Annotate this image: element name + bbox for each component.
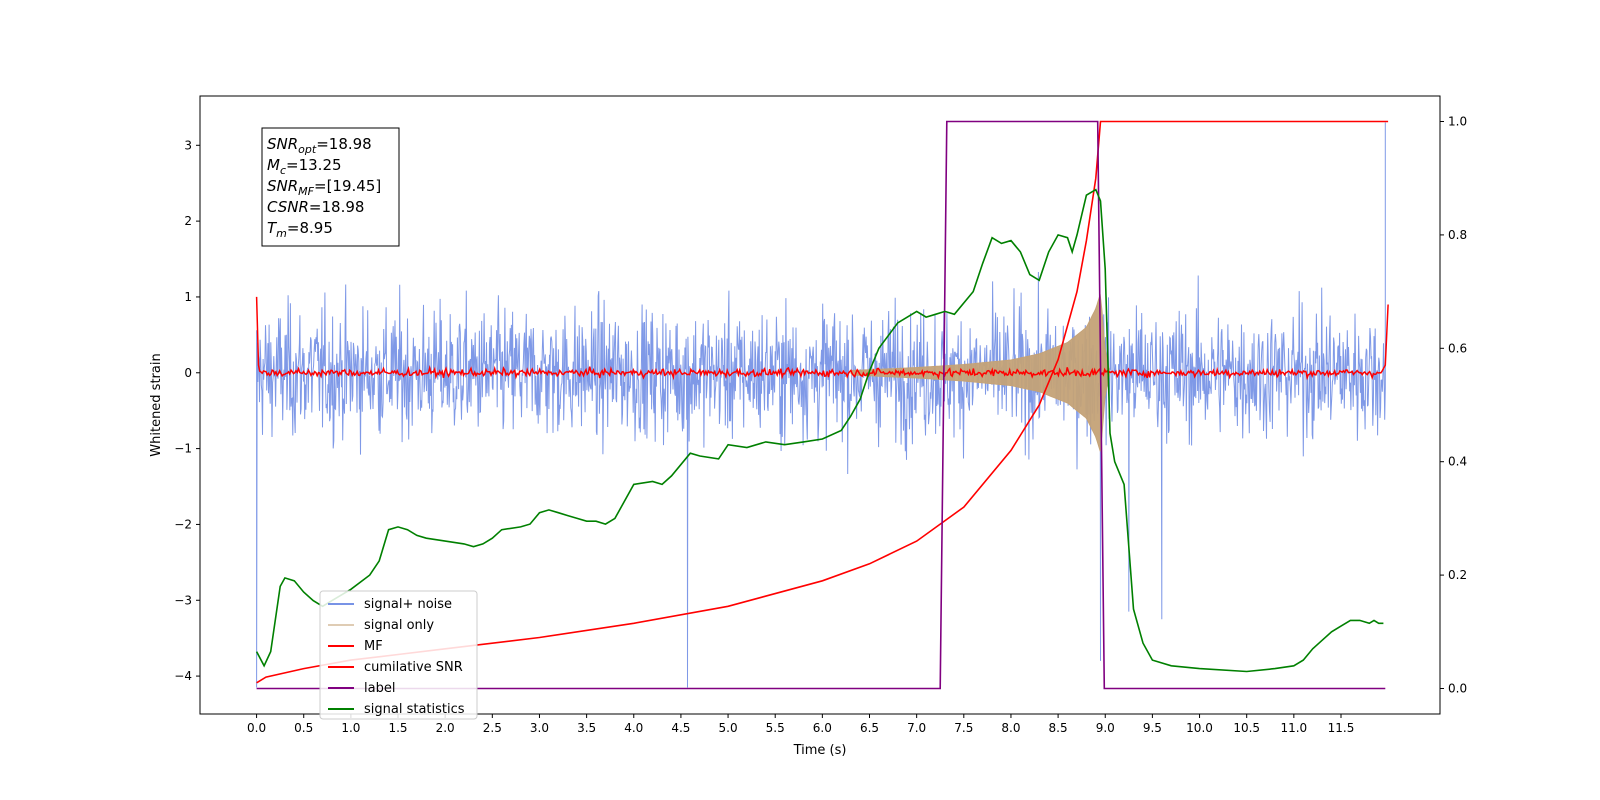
y-tick-label: 3 [184,138,192,152]
x-tick-label: 6.0 [813,721,832,735]
x-tick-label: 7.5 [954,721,973,735]
y2-tick-label: 1.0 [1448,115,1467,129]
label-line [256,120,1386,690]
x-tick-label: 5.0 [719,721,738,735]
x-tick-label: 4.5 [671,721,690,735]
y2-tick-label: 0.6 [1448,341,1467,355]
x-tick-label: 8.0 [1001,721,1020,735]
signal-statistics-line [255,188,1384,673]
y2-tick-label: 0.8 [1448,228,1467,242]
y2-tick-label: 0.2 [1448,568,1467,582]
x-axis-ticks: 0.0 0.5 1.0 1.5 2.0 2.5 3.0 3.5 4.0 4.5 5.0 5.5 6.0 6… [247,714,1354,735]
signal-noise-line [256,122,1386,688]
legend-frame [319,590,478,720]
y-tick-label: 0 [184,366,192,380]
y2-tick-label: 0.4 [1448,455,1467,469]
x-tick-label: 10.0 [1186,721,1213,735]
stats-annotation-box: SNRopt=18.98Mc=13.25SNRMF=[19.45]CSNR=18… [261,127,400,247]
x-tick-label: 0.0 [247,721,266,735]
annotation-line: SNRMF=[19.45] [267,177,381,198]
annotation-line: SNRopt=18.98 [267,135,372,156]
x-tick-label: 11.5 [1328,721,1355,735]
x-tick-label: 3.0 [530,721,549,735]
legend-entry-label: signal statistics [364,702,465,717]
legend-entry-label: label [364,681,395,696]
x-tick-label: 9.5 [1143,721,1162,735]
legend-entry-label: cumilative SNR [364,660,463,675]
y-tick-label: 2 [184,214,192,228]
x-tick-label: 5.5 [766,721,785,735]
x-tick-label: 4.0 [624,721,643,735]
annotation-frame [261,127,400,247]
x-tick-label: 1.5 [388,721,407,735]
y-tick-label: −2 [174,517,192,531]
x-tick-label: 2.5 [483,721,502,735]
annotation-line: CSNR=18.98 [267,198,364,216]
legend-entry-label: MF [364,639,383,654]
y-axis-right-ticks: 1.0 0.8 0.6 0.4 0.2 0.0 [1440,115,1467,695]
x-tick-label: 7.0 [907,721,926,735]
y-axis-left-ticks: 3 2 1 0 −1 −2 −3 −4 [174,138,200,683]
y-tick-label: −3 [174,593,192,607]
plot-frame [199,95,1441,715]
x-tick-label: 10.5 [1233,721,1260,735]
x-tick-label: 8.5 [1049,721,1068,735]
x-tick-label: 9.0 [1096,721,1115,735]
y-axis-label: Whitened strain [149,353,164,456]
x-tick-label: 6.5 [860,721,879,735]
annotation-line: Mc=13.25 [267,156,342,177]
legend: signal+ noise signal only MF cumilative SNR… [319,590,478,720]
x-tick-label: 11.0 [1280,721,1307,735]
x-tick-label: 2.0 [436,721,455,735]
y-tick-label: 1 [184,290,192,304]
series-layer [255,120,1389,690]
legend-entry-label: signal only [364,618,434,633]
legend-entry-label: signal+ noise [364,597,452,612]
x-tick-label: 1.0 [341,721,360,735]
y-tick-label: −1 [174,442,192,456]
mf-line [255,296,1389,381]
y2-tick-label: 0.0 [1448,681,1467,695]
x-tick-label: 0.5 [294,721,313,735]
x-axis-label: Time (s) [793,743,847,758]
y-tick-label: −4 [174,669,192,683]
x-tick-label: 3.5 [577,721,596,735]
annotation-line: Tm=8.95 [267,219,333,240]
